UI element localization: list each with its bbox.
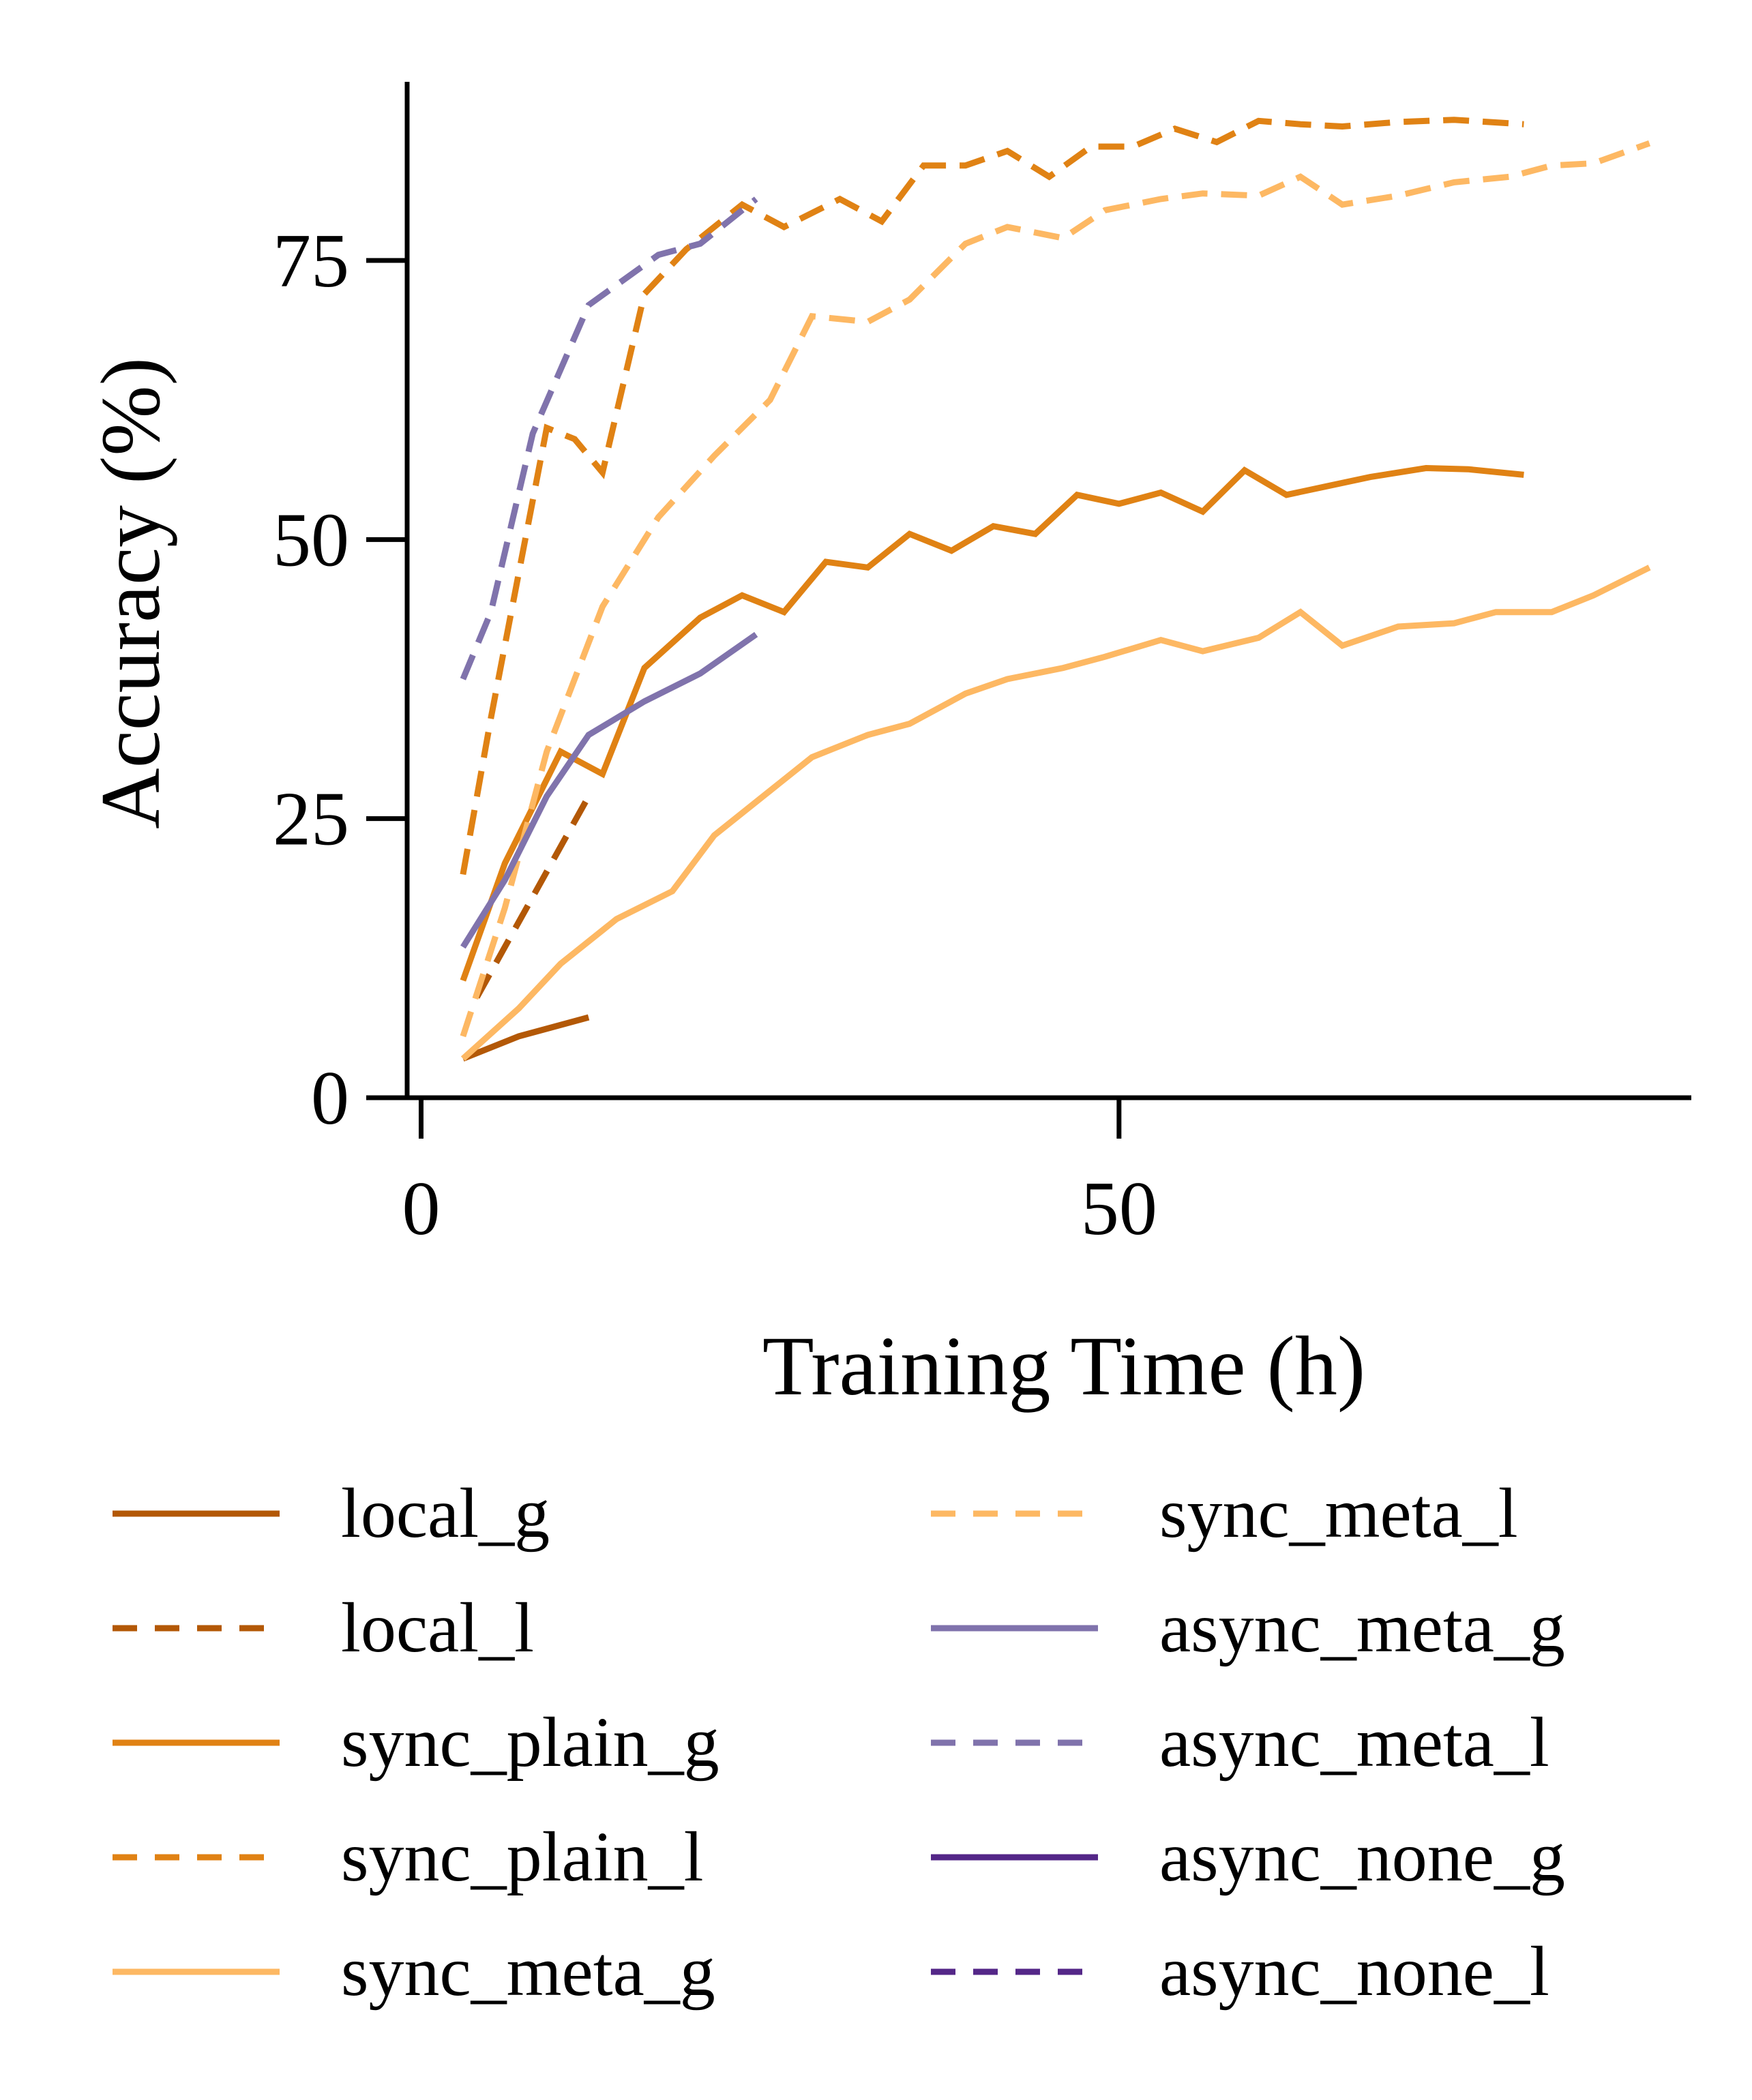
legend-entry-local_g: local_g <box>113 1474 550 1552</box>
legend-label: local_g <box>341 1474 550 1552</box>
x-tick-label: 50 <box>1081 1167 1157 1251</box>
series-line-async_meta_l <box>460 196 758 680</box>
legend-entry-async_none_l: async_none_l <box>931 1932 1549 2011</box>
legend-label: sync_meta_g <box>341 1932 715 2011</box>
series-line-sync_plain_g <box>460 464 1524 982</box>
x-axis-label: Training Time (h) <box>762 1319 1365 1413</box>
legend-entry-sync_meta_g: sync_meta_g <box>113 1932 715 2011</box>
series-line-sync_plain_l <box>460 117 1524 875</box>
y-tick-label: 50 <box>273 498 349 582</box>
legend-label: async_none_g <box>1159 1818 1565 1896</box>
y-axis-ticks: 0 25 50 75 <box>273 219 407 1141</box>
legend-entry-sync_plain_g: sync_plain_g <box>113 1703 719 1782</box>
legend-entry-async_meta_l: async_meta_l <box>931 1703 1549 1782</box>
series-line-sync_meta_l <box>460 140 1651 1038</box>
series-line-async_meta_g <box>460 631 758 949</box>
legend-label: async_meta_l <box>1159 1703 1549 1782</box>
legend-label: sync_plain_g <box>341 1703 719 1782</box>
legend-label: sync_meta_l <box>1159 1474 1518 1552</box>
y-tick-label: 75 <box>273 219 349 303</box>
legend-entry-async_none_g: async_none_g <box>931 1818 1565 1896</box>
legend: local_glocal_lsync_plain_gsync_plain_lsy… <box>113 1474 1565 2011</box>
legend-entry-local_l: local_l <box>113 1589 534 1667</box>
plot-area <box>460 117 1651 1062</box>
x-tick-label: 0 <box>402 1167 440 1251</box>
y-axis-label: Accuracy (%) <box>84 357 177 829</box>
y-tick-label: 0 <box>311 1056 349 1141</box>
legend-label: async_none_l <box>1159 1932 1549 2011</box>
series-line-sync_meta_g <box>460 565 1651 1062</box>
y-tick-label: 25 <box>273 777 349 862</box>
legend-entry-sync_plain_l: sync_plain_l <box>113 1818 703 1896</box>
legend-label: sync_plain_l <box>341 1818 703 1896</box>
legend-label: async_meta_g <box>1159 1589 1565 1667</box>
x-axis-ticks: 0 50 <box>402 1098 1157 1251</box>
legend-entry-sync_meta_l: sync_meta_l <box>931 1474 1518 1552</box>
legend-entry-async_meta_g: async_meta_g <box>931 1589 1565 1667</box>
series-line-local_g <box>462 1014 590 1062</box>
legend-label: local_l <box>341 1589 534 1667</box>
